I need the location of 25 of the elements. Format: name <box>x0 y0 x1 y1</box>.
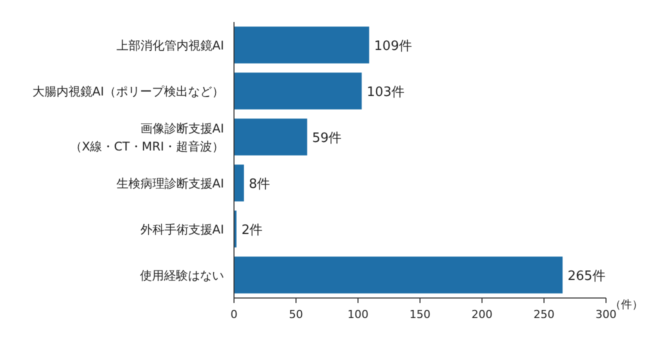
data-label: 8件 <box>248 177 270 192</box>
bar <box>234 26 370 64</box>
bar <box>234 118 308 156</box>
bar <box>234 164 244 202</box>
x-tick-label: 100 <box>348 308 368 321</box>
x-tick-label: 200 <box>472 308 492 321</box>
x-tick-label: 250 <box>534 308 554 321</box>
y-tick-label: 生検病理診断支援AI <box>116 176 224 190</box>
data-label: 103件 <box>366 85 405 100</box>
data-label: 265件 <box>568 269 606 284</box>
x-tick-label: 150 <box>410 308 430 321</box>
data-label: 109件 <box>374 39 412 54</box>
data-label: 2件 <box>241 223 263 238</box>
bar <box>234 72 362 110</box>
x-tick-label: 0 <box>230 308 238 321</box>
y-tick-label: 上部消化管内視鏡AI <box>116 38 224 52</box>
y-tick-label: 使用経験はない <box>140 268 224 282</box>
y-tick-label: 外科手術支援AI <box>140 222 224 236</box>
x-axis-title: （件） <box>610 298 643 311</box>
bar <box>234 256 563 294</box>
y-tick-label: 画像診断支援AI （X線・CT・MRI・超音波） <box>70 122 224 154</box>
x-tick-label: 300 <box>596 308 616 321</box>
x-tick-label: 50 <box>289 308 303 321</box>
data-label: 59件 <box>312 131 342 146</box>
y-tick-label: 大腸内視鏡AI（ポリープ検出など） <box>32 84 224 98</box>
